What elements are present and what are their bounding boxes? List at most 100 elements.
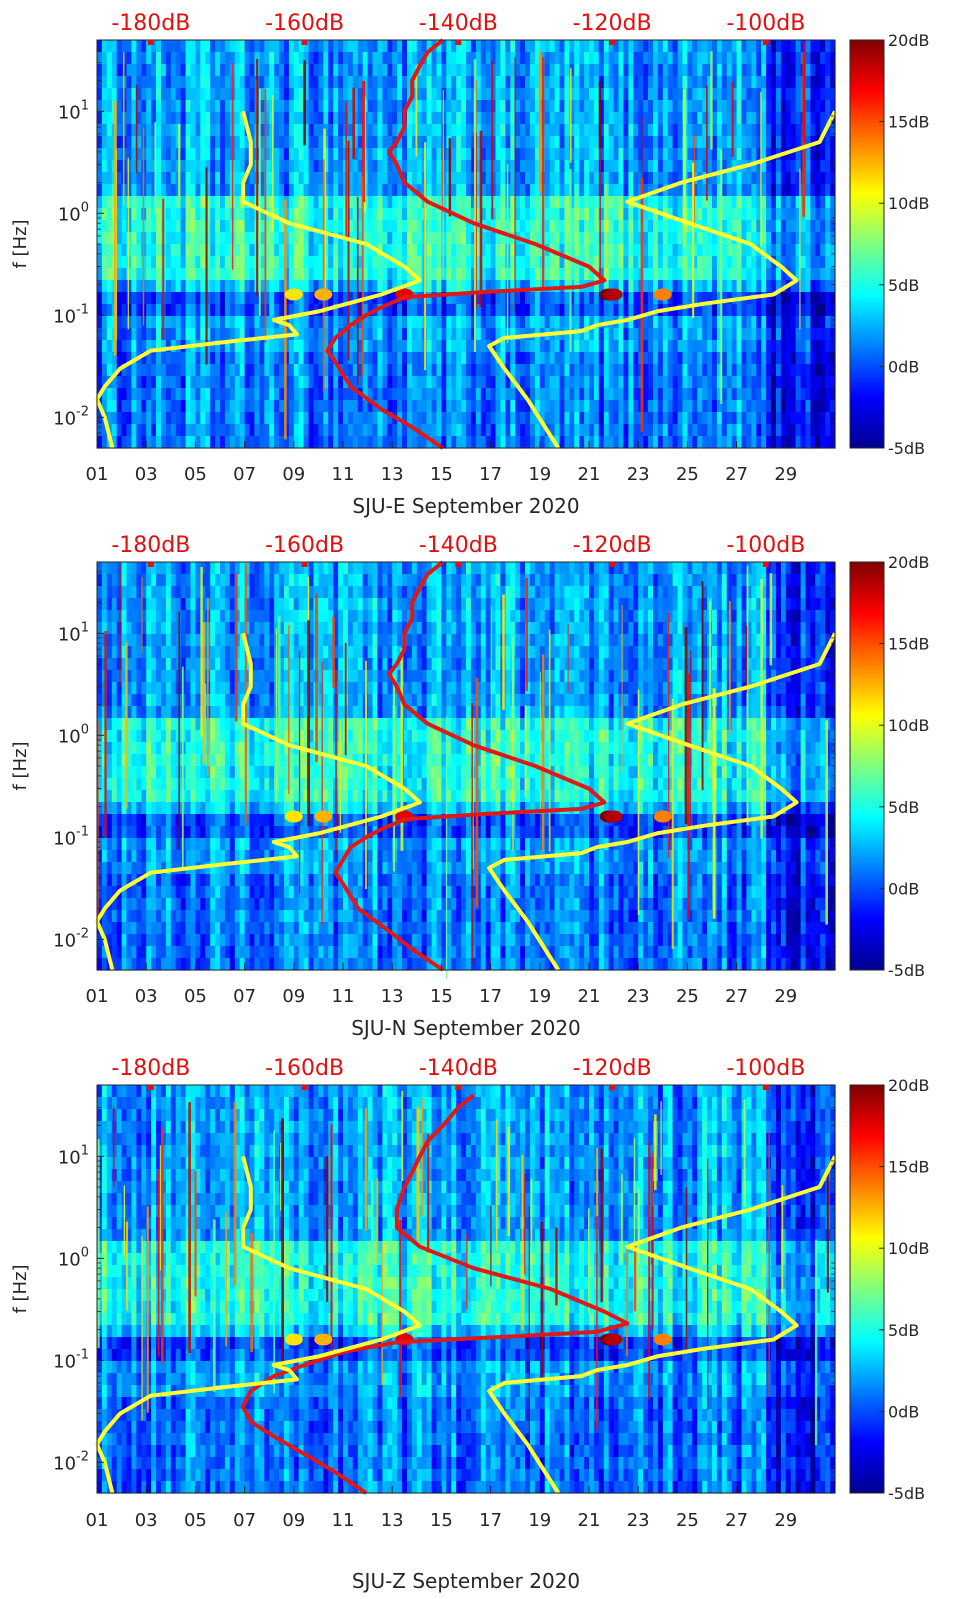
colorbar-tick-label: 15dB — [888, 1158, 930, 1177]
colorbar-tick-label: 5dB — [888, 798, 919, 817]
colorbar: 20dB 15dB 10dB 5dB 0dB -5dB — [849, 553, 930, 980]
x-tick-label: 11 — [332, 464, 355, 485]
y-tick-label: 10-2 — [53, 926, 89, 951]
x-tick-label: 01 — [86, 986, 109, 1007]
y-tick-label: 100 — [58, 1245, 89, 1270]
colorbar-tick-label: 5dB — [888, 276, 919, 295]
x-tick-label: 07 — [233, 464, 256, 485]
colorbar: 20dB 15dB 10dB 5dB 0dB -5dB — [849, 31, 930, 458]
colorbar-tick-label: -5dB — [888, 961, 925, 980]
x-tick-label: 17 — [479, 464, 502, 485]
colorbar-tick-label: 0dB — [888, 357, 919, 376]
x-tick-label: 27 — [725, 1510, 748, 1531]
top-db-label: -160dB — [265, 1056, 344, 1081]
y-tick-label: 10-1 — [53, 824, 89, 849]
colorbar-tick-label: 20dB — [888, 553, 930, 572]
top-db-label: -120dB — [573, 1056, 652, 1081]
x-tick-label: 27 — [725, 986, 748, 1007]
series-red-spectrum — [333, 560, 607, 972]
colorbar-tick-label: 0dB — [888, 879, 919, 898]
series-yellow-curve-right — [487, 632, 837, 972]
x-tick-label: 19 — [528, 986, 551, 1007]
colorbar-tick-label: -5dB — [888, 1484, 925, 1503]
x-tick-label: 07 — [233, 986, 256, 1007]
x-tick-label: 21 — [578, 464, 601, 485]
colorbar-tick-label: 20dB — [888, 1076, 930, 1095]
x-tick-label: 05 — [184, 986, 207, 1007]
top-db-label: -100dB — [726, 533, 805, 558]
x-tick-label: 09 — [282, 1510, 305, 1531]
top-db-label: -100dB — [726, 1056, 805, 1081]
top-db-label: -180dB — [111, 533, 190, 558]
series-yellow-curve-left — [95, 632, 422, 971]
x-tick-label: 15 — [430, 1510, 453, 1531]
top-db-label: -160dB — [265, 11, 344, 36]
y-axis-label: f [Hz] — [10, 741, 31, 790]
panel-1: 01 03 05 07 09 11 13 15 17 19 21 23 25 27 29 SJU-E Sept… — [10, 11, 930, 518]
y-tick-label: 10-2 — [53, 404, 89, 429]
y-tick-label: 101 — [58, 620, 89, 645]
x-tick-label: 05 — [184, 1510, 207, 1531]
colorbar-tick-label: -5dB — [888, 439, 925, 458]
spectrogram-heatmap — [97, 40, 836, 449]
colorbar-tick-label: 10dB — [888, 194, 930, 213]
x-tick-label: 25 — [676, 464, 699, 485]
x-tick-label: 01 — [86, 1510, 109, 1531]
x-tick-label: 25 — [676, 986, 699, 1007]
panel-2: 01 03 05 07 09 11 13 15 17 19 21 23 25 27 29 SJU-N Sept… — [10, 533, 930, 1040]
x-axis-label: SJU-E September 2020 — [352, 494, 579, 518]
x-tick-label: 07 — [233, 1510, 256, 1531]
colorbar-tick-label: 10dB — [888, 716, 930, 735]
y-tick-label: 10-1 — [53, 302, 89, 327]
top-db-label: -160dB — [265, 533, 344, 558]
top-db-label: -140dB — [419, 1056, 498, 1081]
x-tick-label: 27 — [725, 464, 748, 485]
x-tick-label: 19 — [528, 464, 551, 485]
x-tick-label: 03 — [135, 464, 158, 485]
top-db-label: -120dB — [573, 533, 652, 558]
y-axis-label: f [Hz] — [10, 1264, 31, 1313]
x-axis-label: SJU-N September 2020 — [351, 1016, 581, 1040]
colorbar-tick-label: 15dB — [888, 113, 930, 132]
x-tick-label: 01 — [86, 464, 109, 485]
series-yellow-curve-right — [487, 110, 837, 450]
x-tick-label: 09 — [282, 986, 305, 1007]
x-tick-label: 23 — [627, 986, 650, 1007]
x-tick-label: 17 — [479, 1510, 502, 1531]
series-red-spectrum — [241, 1093, 630, 1495]
series-yellow-curve-right — [487, 1155, 837, 1495]
colorbar-tick-label: 10dB — [888, 1239, 930, 1258]
x-tick-label: 11 — [332, 986, 355, 1007]
y-tick-label: 10-2 — [53, 1449, 89, 1474]
x-tick-label: 23 — [627, 464, 650, 485]
x-tick-label: 29 — [774, 986, 797, 1007]
y-tick-label: 101 — [58, 1143, 89, 1168]
top-db-label: -140dB — [419, 533, 498, 558]
series-yellow-curve-left — [95, 110, 422, 449]
x-tick-label: 13 — [381, 986, 404, 1007]
x-tick-label: 15 — [430, 986, 453, 1007]
y-tick-label: 101 — [58, 98, 89, 123]
colorbar-tick-label: 5dB — [888, 1321, 919, 1340]
x-tick-label: 13 — [381, 1510, 404, 1531]
x-tick-label: 29 — [774, 1510, 797, 1531]
y-tick-label: 100 — [58, 200, 89, 225]
x-tick-label: 21 — [578, 986, 601, 1007]
colorbar-tick-label: 20dB — [888, 31, 930, 50]
x-tick-label: 29 — [774, 464, 797, 485]
x-tick-label: 17 — [479, 986, 502, 1007]
colorbar-tick-label: 0dB — [888, 1402, 919, 1421]
x-tick-label: 13 — [381, 464, 404, 485]
top-db-label: -120dB — [573, 11, 652, 36]
y-tick-label: 100 — [58, 722, 89, 747]
top-db-label: -100dB — [726, 11, 805, 36]
top-db-label: -180dB — [111, 11, 190, 36]
panel-3: 01 03 05 07 09 11 13 15 17 19 21 23 25 27 29 SJU-Z Sept… — [10, 1056, 930, 1593]
x-tick-label: 23 — [627, 1510, 650, 1531]
y-axis-label: f [Hz] — [10, 219, 31, 268]
top-db-label: -140dB — [419, 11, 498, 36]
x-tick-label: 09 — [282, 464, 305, 485]
x-tick-label: 05 — [184, 464, 207, 485]
